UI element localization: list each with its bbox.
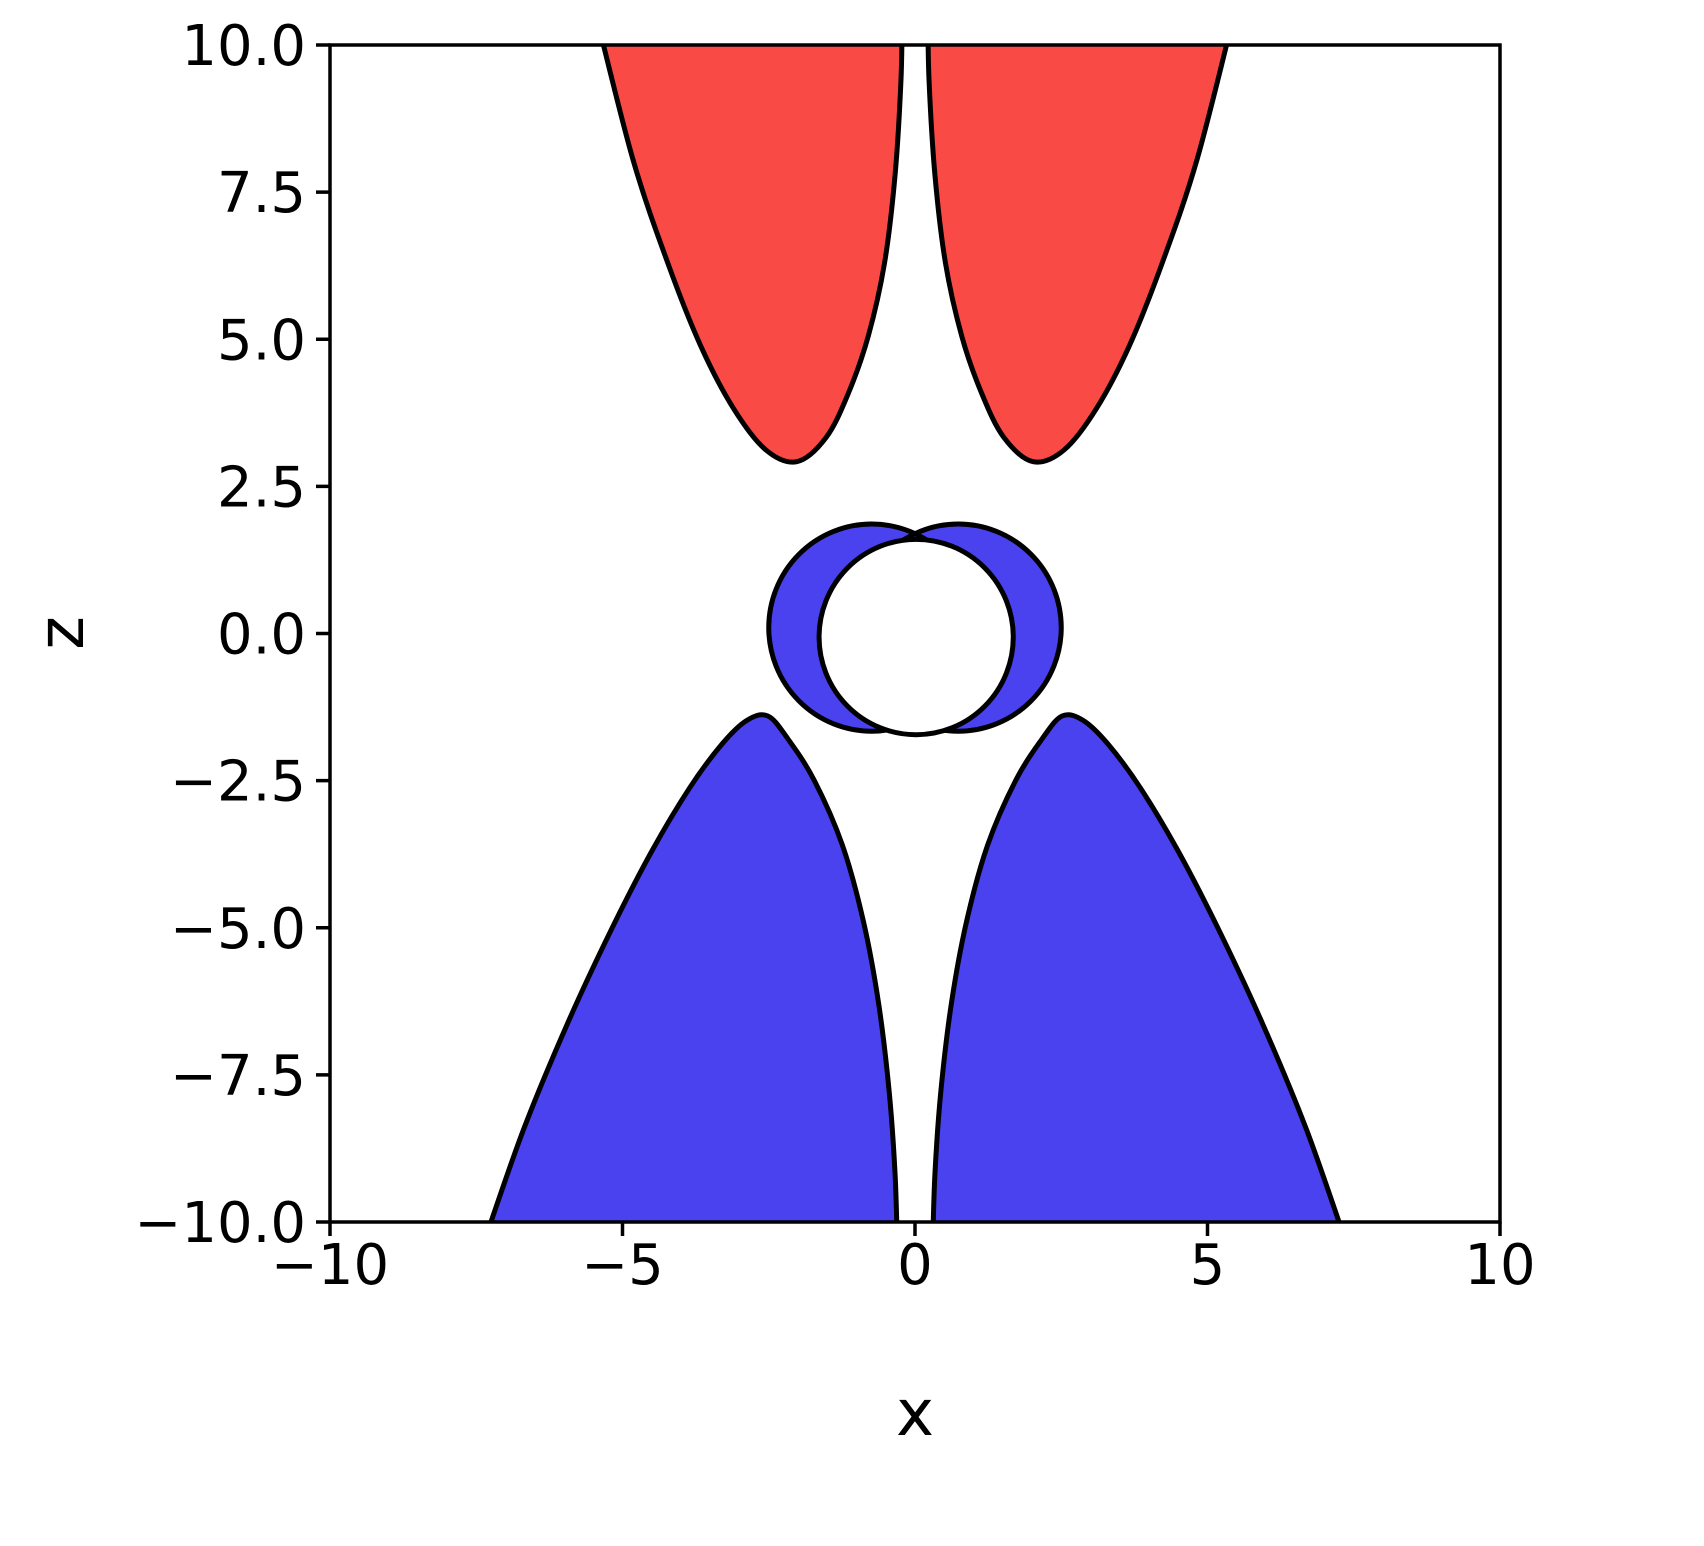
y-tick-label-1: −7.5 [170,1044,306,1109]
y-tick-label-6: 5.0 [217,308,306,373]
y-tick-label-3: −2.5 [170,750,306,815]
x-tick-label-1: −5 [581,1233,664,1298]
region-center-cavity [816,536,1016,738]
plot-regions [488,45,1342,1222]
x-tick-label-3: 5 [1190,1233,1226,1298]
x-tick-label-4: 10 [1464,1233,1535,1298]
y-tick-label-0: −10.0 [134,1191,306,1256]
region-red-lobe-left [600,45,905,465]
y-tick-label-4: 0.0 [217,603,306,668]
y-tick-label-2: −5.0 [170,897,306,962]
y-tick-label-7: 7.5 [217,161,306,226]
y-tick-label-5: 2.5 [217,455,306,520]
y-axis-label: z [25,616,99,650]
region-red-lobe-right [925,45,1230,465]
y-tick-label-8: 10.0 [181,14,306,79]
x-tick-label-2: 0 [897,1233,933,1298]
x-axis-label: x [896,1377,934,1451]
x-tick-label-0: −10 [271,1233,389,1298]
region-blue-lobe-right [930,712,1342,1222]
region-blue-lobe-left [488,712,900,1222]
